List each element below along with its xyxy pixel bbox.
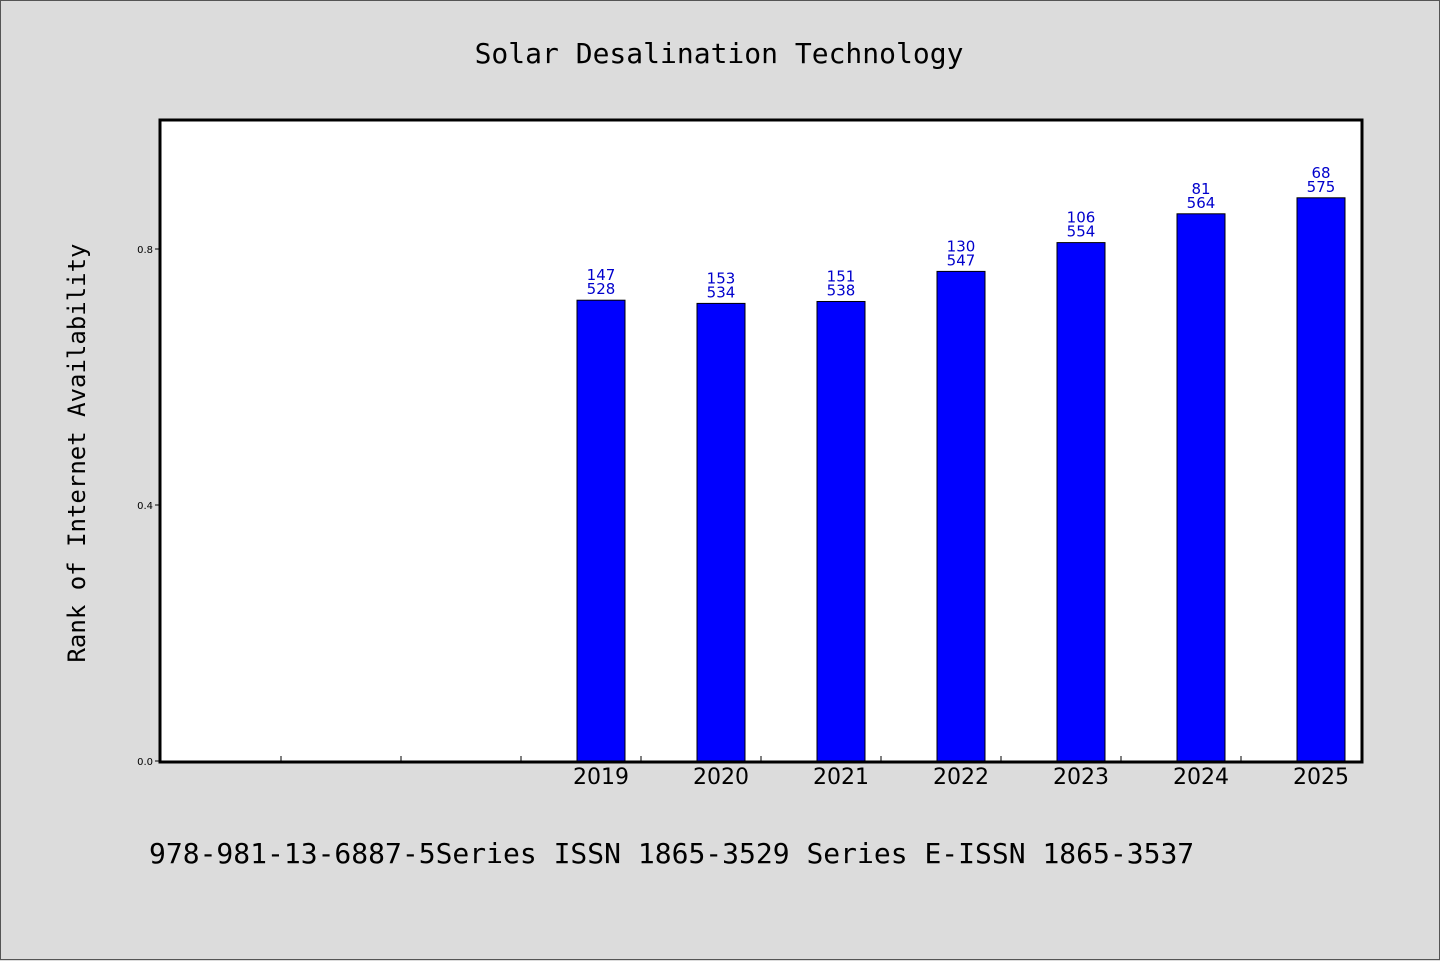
data-label-bottom: 538 bbox=[827, 281, 856, 299]
bar-2022 bbox=[936, 270, 986, 762]
data-label-top: 106 bbox=[1067, 209, 1096, 227]
bar-2019 bbox=[576, 299, 626, 762]
x-tick-label: 2019 bbox=[573, 765, 629, 790]
x-tick-label: 2022 bbox=[933, 765, 989, 790]
footer-isbn-text: 978-981-13-6887-5Series ISSN 1865-3529 S… bbox=[149, 837, 1194, 870]
data-label-bottom: 547 bbox=[947, 251, 976, 269]
data-label-bottom: 528 bbox=[587, 280, 616, 298]
data-label-bottom: 575 bbox=[1307, 178, 1336, 196]
y-axis-label: Rank of Internet Availability bbox=[63, 243, 91, 662]
data-label-top: 81 bbox=[1191, 180, 1210, 198]
bar-2020 bbox=[696, 302, 746, 762]
data-label-top: 68 bbox=[1311, 164, 1330, 182]
y-tick-label: 0.4 bbox=[137, 501, 153, 512]
bar-2021 bbox=[816, 300, 866, 762]
bar-2025 bbox=[1296, 197, 1346, 762]
data-label-bottom: 534 bbox=[707, 283, 736, 301]
data-label-top: 130 bbox=[947, 237, 976, 255]
bar-2024 bbox=[1176, 213, 1226, 762]
x-tick-label: 2025 bbox=[1293, 765, 1349, 790]
chart-title: Solar Desalination Technology bbox=[475, 37, 964, 70]
x-tick-label: 2020 bbox=[693, 765, 749, 790]
y-tick-label: 0.8 bbox=[137, 245, 153, 256]
data-label-top: 147 bbox=[587, 266, 616, 284]
x-tick-label: 2024 bbox=[1173, 765, 1229, 790]
bar-2023 bbox=[1056, 242, 1106, 762]
x-tick-label: 2021 bbox=[813, 765, 869, 790]
data-label-top: 153 bbox=[707, 269, 736, 287]
y-tick-label: 0.0 bbox=[137, 757, 153, 768]
data-label-top: 151 bbox=[827, 267, 856, 285]
data-label-bottom: 554 bbox=[1067, 223, 1096, 241]
plot-area bbox=[158, 118, 1364, 764]
data-label-bottom: 564 bbox=[1187, 194, 1216, 212]
x-tick-label: 2023 bbox=[1053, 765, 1109, 790]
